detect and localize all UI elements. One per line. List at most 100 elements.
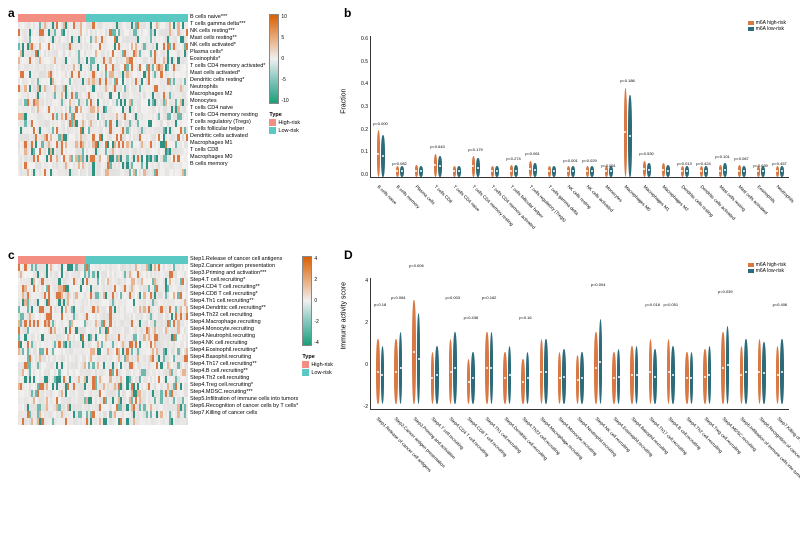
violin-pair: p=0.001	[561, 36, 580, 177]
p-value: p=0.16	[519, 315, 531, 320]
violin-low	[417, 313, 421, 405]
violin-high	[431, 352, 435, 404]
heatmap-row	[18, 418, 188, 425]
violin-high	[449, 339, 453, 405]
heatmap-row	[18, 29, 188, 36]
legend-label: Low-risk	[278, 128, 298, 134]
colorbar-tick: -10	[281, 98, 288, 104]
violin-pair: p=0.406	[771, 278, 789, 409]
heatmap-row-label: Mast cells resting**	[190, 35, 265, 42]
heatmap-row-label: B cells memory	[190, 161, 265, 168]
y-tick: 4	[365, 278, 368, 284]
type-legend-item: Low-risk	[302, 369, 336, 376]
swatch	[269, 119, 276, 126]
violin-b-area: p=0.000p=0.082p=0.643p=0.179p=0.274p=0.0…	[370, 36, 789, 178]
violin-b-plot: m6A high-riskm6A low-risk Fraction 0.60.…	[342, 18, 794, 228]
violin-pair: p=0.082	[390, 36, 409, 177]
violin-pair: p=0.006	[407, 278, 425, 409]
violin-low	[526, 352, 530, 404]
swatch	[269, 127, 276, 134]
violin-b-xlabels: B cells naiveB cells memoryPlasma cellsT…	[370, 180, 789, 228]
heatmap-row	[18, 278, 188, 285]
heatmap-a-legend: 1050-5-10 Type High-riskLow-risk	[269, 14, 329, 176]
violin-high	[491, 166, 495, 177]
violin-pair: p=0.000	[371, 36, 390, 177]
p-value: p=0.424	[696, 161, 711, 166]
violin-high	[467, 359, 471, 405]
violin-pair: p=0.003	[444, 278, 462, 409]
heatmap-row-label: Macrophages M2	[190, 91, 265, 98]
heatmap-row-label: Step4.Th1 cell.recruiting**	[190, 298, 298, 305]
heatmap-row-label: T cells CD4 memory resting	[190, 112, 265, 119]
violin-low	[400, 166, 404, 177]
violin-pair: p=0.064	[389, 278, 407, 409]
violin-low	[671, 346, 675, 405]
violin-low	[647, 163, 651, 177]
violin-high	[453, 166, 457, 177]
heatmap-row	[18, 376, 188, 383]
violin-low	[399, 332, 403, 404]
violin-pair	[625, 278, 643, 409]
p-value: p=0.029	[582, 158, 597, 163]
p-value: p=0.186	[620, 78, 635, 83]
heatmap-row	[18, 390, 188, 397]
p-value: p=0.039	[718, 289, 733, 294]
panel-b: b m6A high-riskm6A low-risk Fraction 0.6…	[342, 6, 794, 236]
heatmap-a-row-labels: B cells naive***T cells gamma delta***NK…	[190, 14, 265, 176]
legend-label: High-risk	[311, 362, 333, 368]
violin-high	[700, 166, 704, 177]
violin-high	[567, 166, 571, 177]
violin-low	[780, 339, 784, 405]
heatmap-a-typebar	[18, 14, 188, 22]
y-tick: 0	[365, 362, 368, 368]
violin-high	[643, 161, 647, 177]
violin-high	[667, 339, 671, 405]
violin-low	[419, 166, 423, 177]
violin-low	[381, 135, 385, 177]
heatmap-row-label: Step3.Priming and activation***	[190, 270, 298, 277]
violin-low	[617, 349, 621, 404]
x-label: T cells regulatory (Tregs)	[528, 184, 567, 223]
y-tick: 2	[365, 320, 368, 326]
violin-d-xlabels: Step1.Release of cancer cell antigensSte…	[370, 412, 789, 500]
violin-low	[495, 166, 499, 177]
heatmap-row	[18, 78, 188, 85]
violin-b-legend: m6A high-riskm6A low-risk	[748, 20, 786, 32]
heatmap-row-label: Macrophages M1	[190, 140, 265, 147]
heatmap-row	[18, 348, 188, 355]
legend-label: m6A low-risk	[756, 26, 784, 32]
heatmap-row	[18, 85, 188, 92]
violin-high	[776, 166, 780, 177]
heatmap-row	[18, 120, 188, 127]
heatmap-c-typebar	[18, 256, 188, 264]
x-label: Step4.Th1 cell.recruiting	[485, 416, 523, 454]
x-label: Step4.MDSC.recruiting	[722, 416, 758, 452]
violin-high	[485, 332, 489, 404]
swatch	[748, 27, 754, 31]
violin-low	[704, 166, 708, 177]
violin-low	[453, 332, 457, 404]
heatmap-row	[18, 71, 188, 78]
p-value: p=0.004	[591, 282, 606, 287]
heatmap-row-label: Step4.CD8 T cell.recruiting*	[190, 291, 298, 298]
violin-low	[780, 166, 784, 177]
figure: a B cells naive***T cells gamma delta***…	[0, 0, 800, 545]
violin-low	[723, 163, 727, 177]
violin-high	[612, 352, 616, 404]
x-label: Step4.NK cell.recruiting	[594, 416, 631, 453]
p-value: p=0.530	[639, 151, 654, 156]
violin-pair: p=0.16	[516, 278, 534, 409]
heatmap-row	[18, 327, 188, 334]
p-value: p=0.067	[734, 156, 749, 161]
heatmap-row-label: Plasma cells*	[190, 49, 265, 56]
colorbar-tick: 10	[281, 14, 288, 20]
violin-pair	[656, 36, 675, 177]
heatmap-row-label: Step7.Killing of cancer cells	[190, 410, 298, 417]
violin-pair: p=0.051	[662, 278, 680, 409]
violin-d-yticks: 420-2	[358, 278, 368, 410]
violin-pair: p=0.004	[589, 278, 607, 409]
panel-a: a B cells naive***T cells gamma delta***…	[6, 6, 336, 236]
violin-high	[540, 339, 544, 405]
heatmap-row	[18, 306, 188, 313]
violin-pair: p=0.101	[713, 36, 732, 177]
